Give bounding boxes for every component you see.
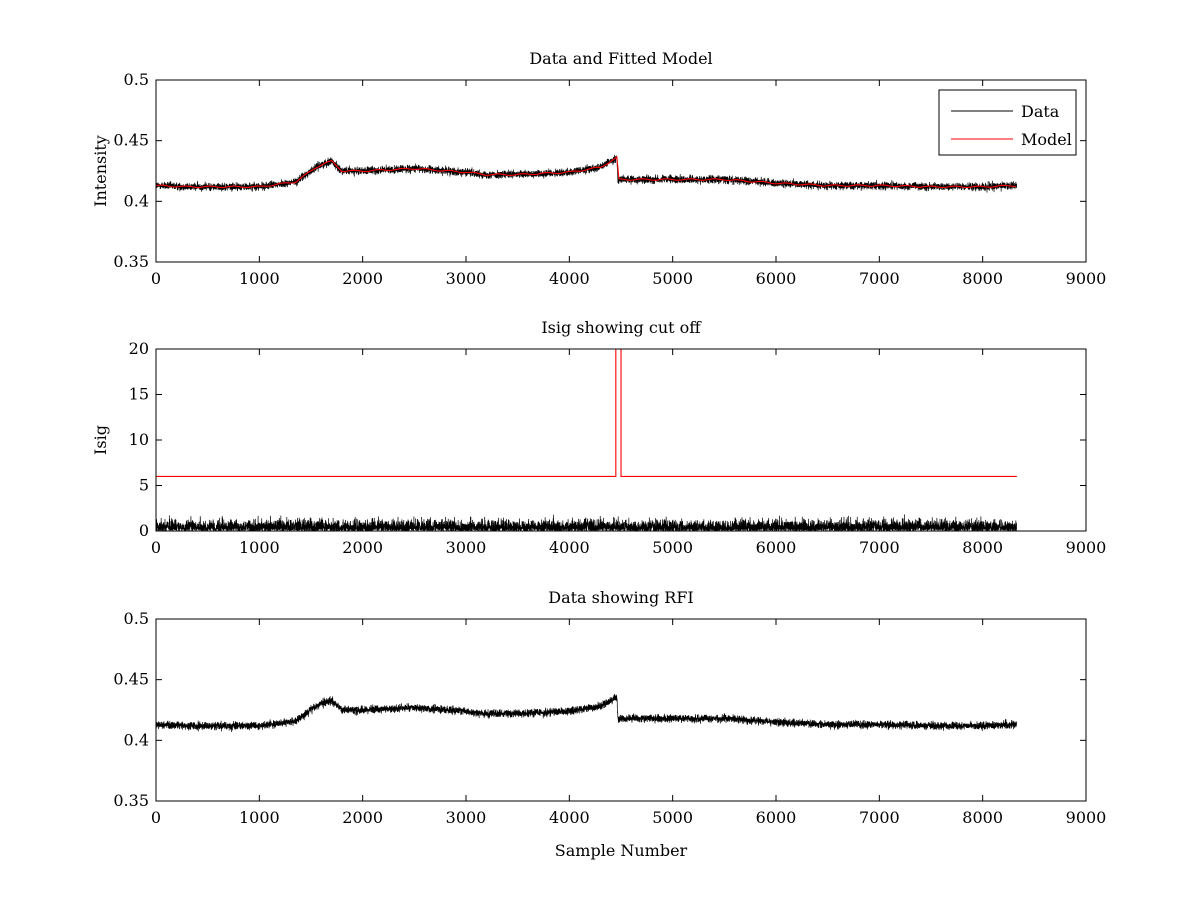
x-tick-label: 3000 xyxy=(446,269,487,288)
axes-frame xyxy=(155,618,1087,802)
x-axis-label: Sample Number xyxy=(555,841,688,860)
chart-panel-3: 0 1000 2000 3000 4000 5000 6000 7000 8000 9000 0.3… xyxy=(113,588,1106,860)
x-tick-label: 7000 xyxy=(859,538,900,557)
x-tick-label: 5000 xyxy=(652,269,693,288)
chart-panel-2: 0 1000 2000 3000 4000 5000 6000 7000 8000 9000 0 5 1… xyxy=(91,318,1106,557)
x-tick-label: 6000 xyxy=(756,538,797,557)
legend: Data Model xyxy=(938,89,1077,156)
y-tick-label: 0.5 xyxy=(124,70,149,89)
x-tick-label: 0 xyxy=(151,808,161,827)
x-tick-label: 5000 xyxy=(652,538,693,557)
x-tick-label: 2000 xyxy=(342,269,383,288)
x-tick-label: 7000 xyxy=(859,808,900,827)
x-tick-label: 3000 xyxy=(446,538,487,557)
chart-title: Data showing RFI xyxy=(548,588,693,607)
series-line-1-1 xyxy=(156,349,1017,477)
x-tick-label: 4000 xyxy=(549,808,590,827)
x-tick-label: 9000 xyxy=(1066,808,1107,827)
y-tick-label: 10 xyxy=(129,430,149,449)
legend-label-data: Data xyxy=(1021,102,1060,121)
x-tick-label: 2000 xyxy=(342,538,383,557)
y-tick-label: 0.45 xyxy=(113,670,149,689)
x-tick-label: 5000 xyxy=(652,808,693,827)
y-tick-label: 20 xyxy=(129,339,149,358)
x-tick-label: 4000 xyxy=(549,538,590,557)
x-tick-label: 8000 xyxy=(962,808,1003,827)
legend-box xyxy=(938,89,1077,156)
x-tick-label: 7000 xyxy=(859,269,900,288)
x-tick-label: 6000 xyxy=(756,269,797,288)
y-tick-label: 0 xyxy=(139,521,149,540)
x-tick-label: 4000 xyxy=(549,269,590,288)
x-tick-label: 9000 xyxy=(1066,538,1107,557)
axes-frame xyxy=(155,79,1087,263)
series-line-1-0 xyxy=(156,514,1018,531)
y-axis-label: Intensity xyxy=(91,135,110,207)
y-tick-label: 0.4 xyxy=(124,191,149,210)
x-tick-label: 0 xyxy=(151,538,161,557)
y-tick-label: 0.35 xyxy=(113,252,149,271)
x-tick-label: 3000 xyxy=(446,808,487,827)
chart-panel-1: 0 1000 2000 3000 4000 5000 6000 7000 8000 9000 0.3… xyxy=(91,49,1106,288)
x-tick-label: 8000 xyxy=(962,269,1003,288)
series-line-data xyxy=(156,154,1018,193)
x-tick-label: 9000 xyxy=(1066,269,1107,288)
chart-title: Isig showing cut off xyxy=(541,318,702,337)
series-line-model xyxy=(156,155,1016,189)
x-tick-label: 8000 xyxy=(962,538,1003,557)
y-tick-label: 15 xyxy=(129,385,149,404)
y-tick-label: 0.35 xyxy=(113,791,149,810)
y-tick-label: 0.5 xyxy=(124,609,149,628)
x-tick-label: 6000 xyxy=(756,808,797,827)
y-axis-label: Isig xyxy=(91,425,110,455)
x-tick-label: 1000 xyxy=(239,269,280,288)
y-tick-label: 0.45 xyxy=(113,131,149,150)
y-tick-label: 0.4 xyxy=(124,730,149,749)
x-tick-label: 2000 xyxy=(342,808,383,827)
x-tick-label: 0 xyxy=(151,269,161,288)
legend-label-model: Model xyxy=(1021,130,1072,149)
series-line-2-0 xyxy=(156,693,1018,732)
chart-title: Data and Fitted Model xyxy=(529,49,712,68)
y-tick-label: 5 xyxy=(139,476,149,495)
x-tick-label: 1000 xyxy=(239,808,280,827)
x-tick-label: 1000 xyxy=(239,538,280,557)
